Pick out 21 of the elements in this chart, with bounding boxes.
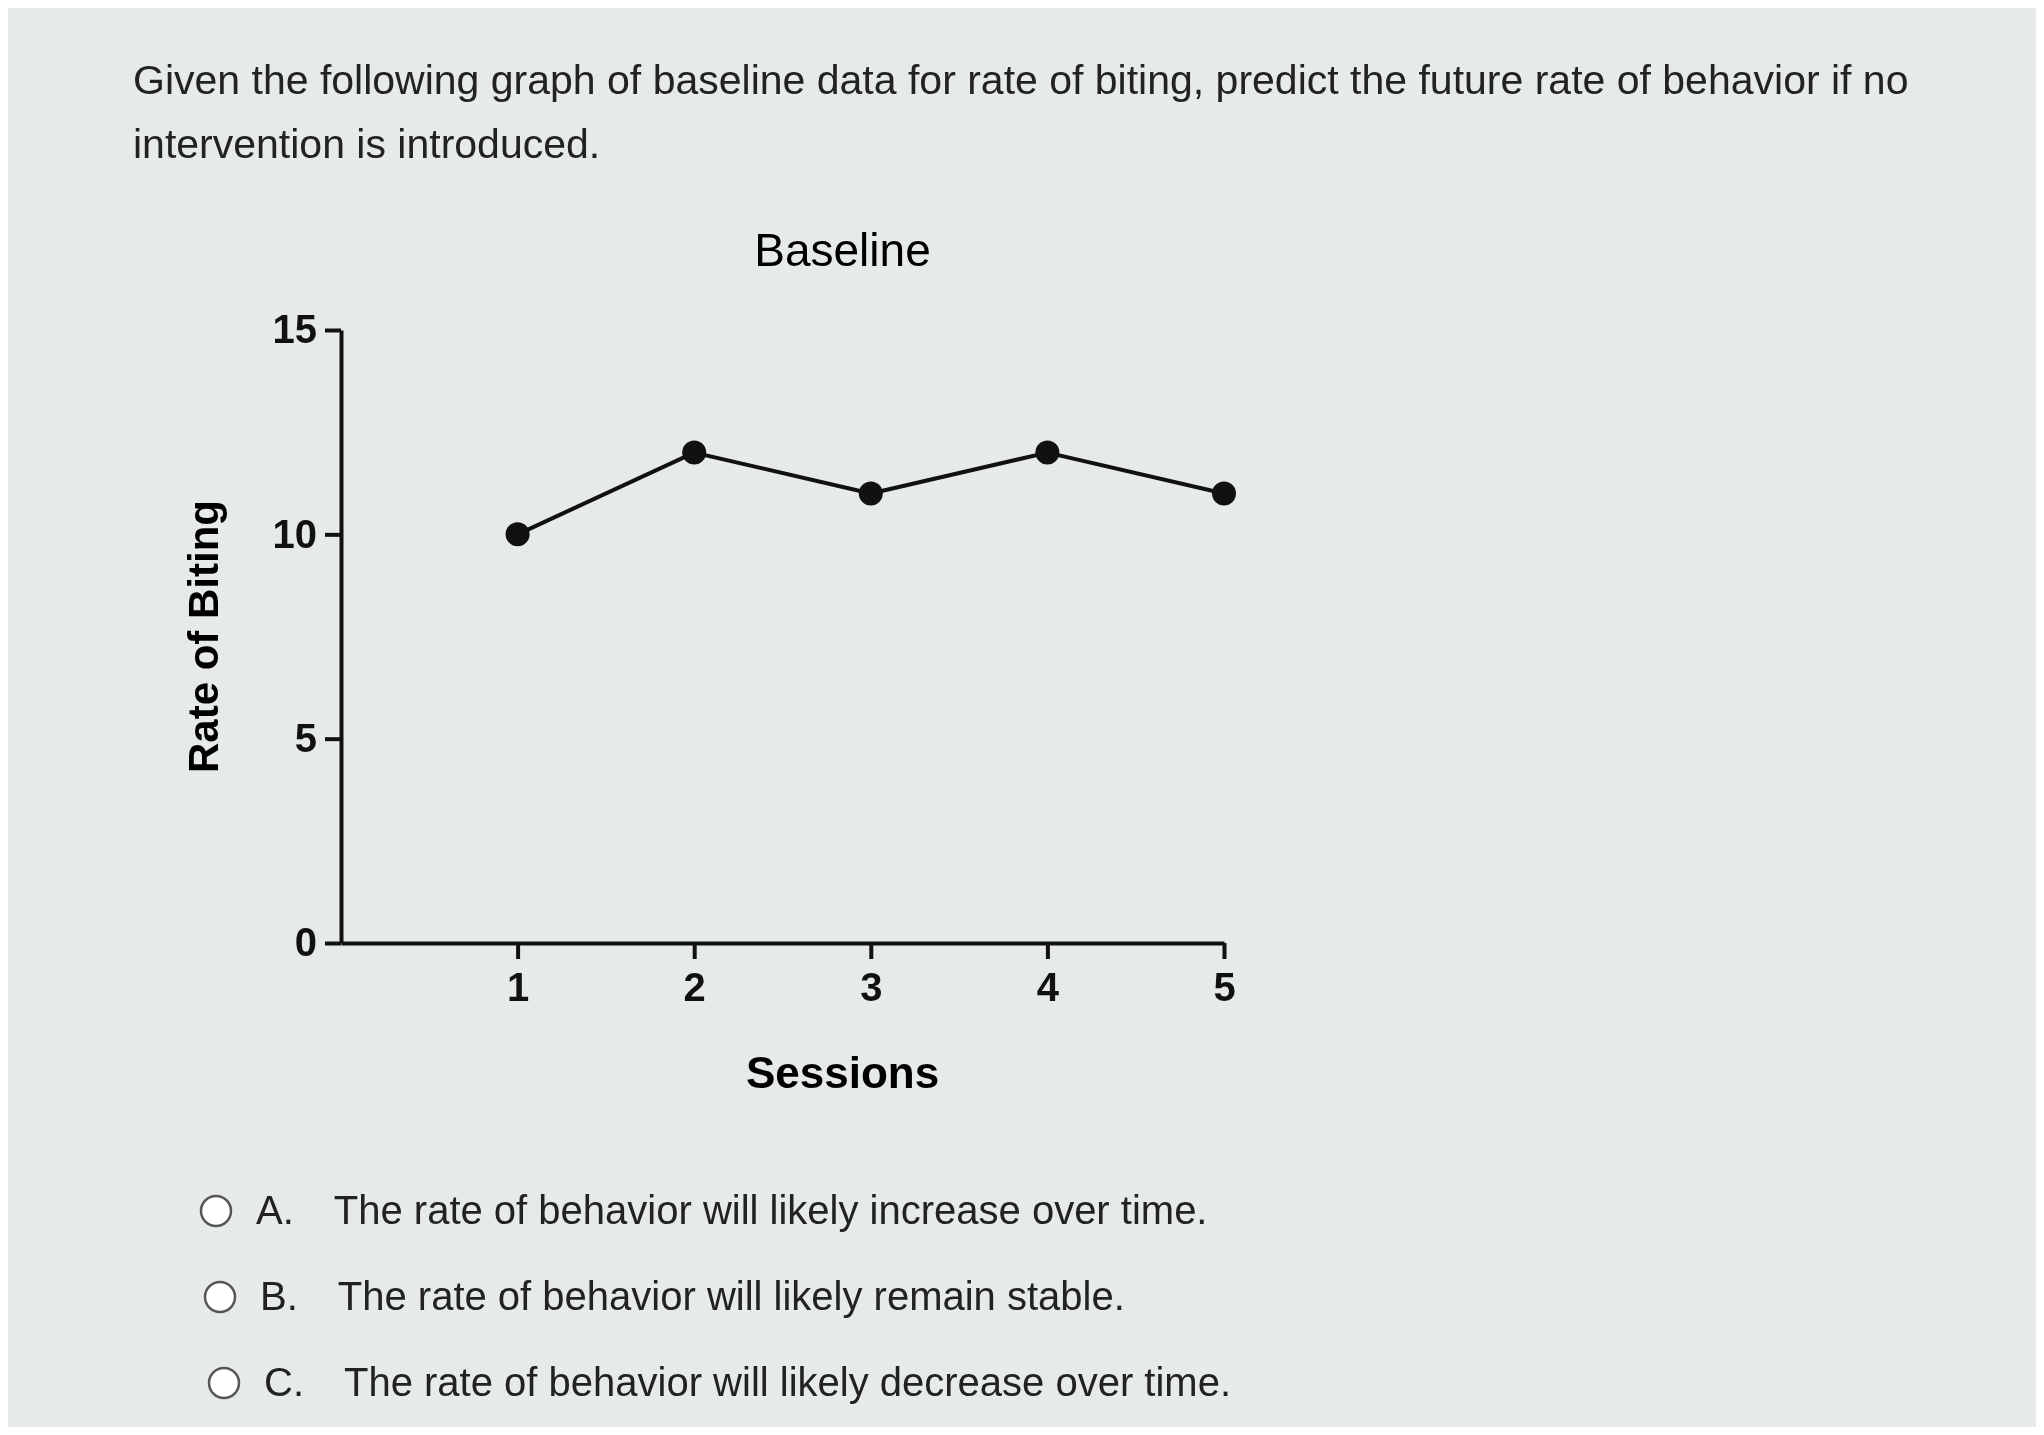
- point: [682, 440, 707, 465]
- chart-title: Baseline: [754, 224, 931, 276]
- point: [505, 522, 530, 547]
- point: [1035, 440, 1060, 465]
- x-axis-title: Sessions: [745, 1048, 940, 1097]
- x-tick-label: 5: [1213, 965, 1236, 1010]
- text: C. The rate of behavior will likely decrease over time.: [264, 1360, 1232, 1405]
- y-tick-label: 0: [294, 920, 317, 965]
- point: [858, 481, 883, 506]
- y-tick-label: 10: [272, 511, 317, 556]
- y-tick-label: 15: [272, 307, 317, 352]
- x-tick-label: 2: [683, 965, 706, 1010]
- y-axis-title: Rate of Biting: [180, 500, 227, 773]
- x-tick-label: 4: [1036, 965, 1060, 1010]
- y-tick-label: 5: [294, 715, 317, 760]
- text: Given the following graph of baseline data for rate of biting, predict the future rate of behavior if no intervention is introduced.: [133, 56, 1910, 169]
- text: B. The rate of behavior will likely remain stable.: [260, 1274, 1125, 1319]
- text: A. The rate of behavior will likely increase over time.: [256, 1188, 1208, 1233]
- point: [1212, 481, 1236, 506]
- x-tick-label: 1: [506, 965, 530, 1010]
- x-tick-label: 3: [860, 965, 883, 1010]
